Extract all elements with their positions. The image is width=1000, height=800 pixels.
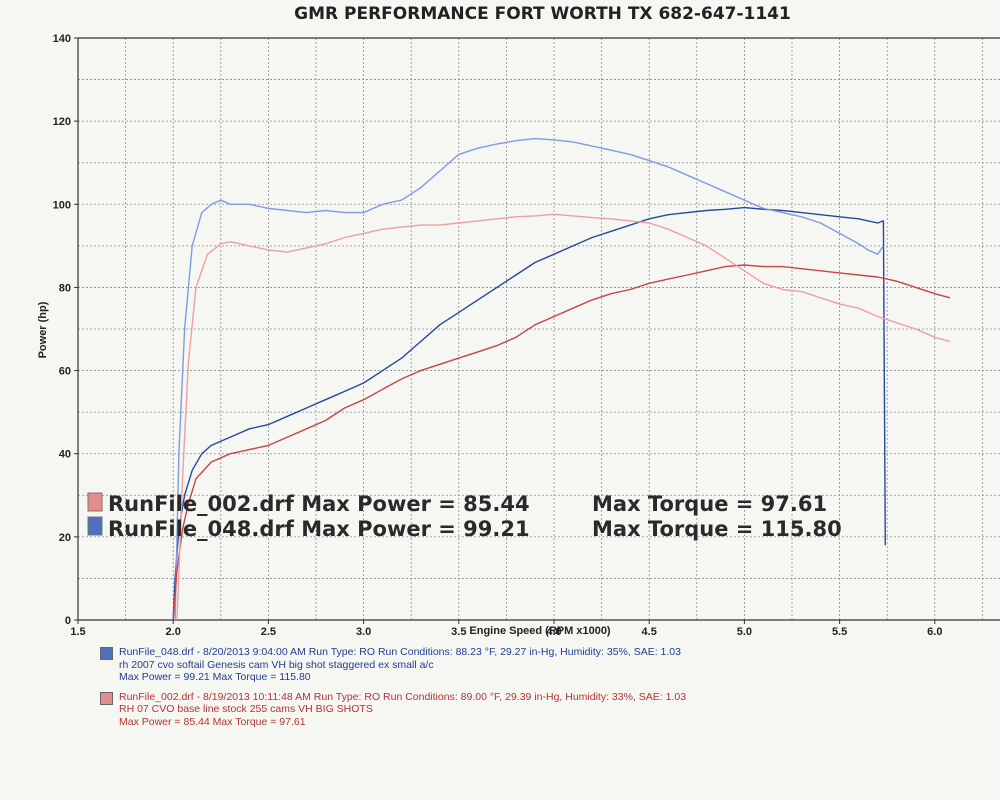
overlay-run002-torque: Max Torque = 97.61: [592, 492, 827, 516]
x-axis-label: Engine Speed (RPM x1000): [469, 625, 611, 637]
overlay-legend: RunFile_002.drf Max Power = 85.44 Max To…: [87, 492, 842, 541]
chart-title: GMR PERFORMANCE FORT WORTH TX 682-647-11…: [294, 4, 791, 24]
x-tick-label: 2.0: [166, 626, 181, 638]
legend-run002-line1: RunFile_002.drf - 8/19/2013 10:11:48 AM …: [119, 690, 687, 703]
series-line-1: [174, 137, 884, 621]
x-tick-label: 5.5: [832, 626, 847, 638]
y-tick-label: 0: [65, 615, 71, 627]
overlay-swatch-run002: [87, 492, 103, 512]
x-tick-label: 5.0: [737, 626, 752, 638]
y-tick-label: 20: [59, 532, 71, 544]
legend-run002-line3: Max Power = 85.44 Max Torque = 97.61: [119, 715, 306, 728]
x-tick-label: 4.0: [546, 626, 561, 638]
legend-entry-run002: RunFile_002.drf - 8/19/2013 10:11:48 AM …: [100, 691, 900, 729]
y-tick-label: 140: [53, 33, 71, 45]
series-line-2: [172, 264, 951, 621]
y-tick-label: 40: [59, 449, 71, 461]
run-details-legend: RunFile_048.drf - 8/20/2013 9:04:00 AM R…: [100, 646, 900, 735]
legend-swatch-run048: [100, 647, 113, 660]
overlay-run048-torque: Max Torque = 115.80: [592, 517, 842, 541]
x-tick-label: 4.5: [642, 626, 657, 638]
dyno-chart: 0 20 40 60 80 100 120 140 1.5 2.0 2.5 3.0 3.5 4.0 4.5 5…: [37, 33, 1000, 638]
overlay-run048-power: RunFile_048.drf Max Power = 99.21: [108, 517, 530, 541]
grid-layer: [77, 37, 1000, 621]
series-line-3: [176, 213, 951, 621]
x-tick-label: 2.5: [261, 626, 276, 638]
legend-entry-run048: RunFile_048.drf - 8/20/2013 9:04:00 AM R…: [100, 646, 900, 684]
legend-run048-line1: RunFile_048.drf - 8/20/2013 9:04:00 AM R…: [119, 646, 681, 658]
overlay-run002-power: RunFile_002.drf Max Power = 85.44: [108, 492, 530, 516]
x-tick-label: 6.0: [927, 626, 942, 638]
series-line-0: [172, 206, 886, 621]
y-tick-label: 100: [53, 199, 71, 211]
legend-swatch-run002: [100, 691, 113, 705]
legend-run048-line2: rh 2007 cvo softail Genesis cam VH big s…: [119, 658, 434, 671]
x-tick-label: 3.0: [356, 626, 371, 638]
series-layer: [172, 137, 951, 621]
y-tick-label: 60: [59, 366, 71, 378]
y-axis-label: Power (hp): [37, 301, 49, 358]
x-tick-label: 1.5: [70, 626, 85, 638]
overlay-swatch-run048: [87, 516, 103, 536]
y-tick-label: 120: [53, 116, 71, 128]
legend-run048-line3: Max Power = 99.21 Max Torque = 115.80: [119, 671, 311, 683]
legend-run002-line2: RH 07 CVO base line stock 255 cams VH BI…: [119, 703, 373, 715]
axis-layer: 0 20 40 60 80 100 120 140 1.5 2.0 2.5 3.0 3.5 4.0 4.5 5…: [53, 33, 1000, 638]
x-tick-label: 3.5: [451, 626, 466, 638]
y-tick-label: 80: [59, 282, 71, 294]
